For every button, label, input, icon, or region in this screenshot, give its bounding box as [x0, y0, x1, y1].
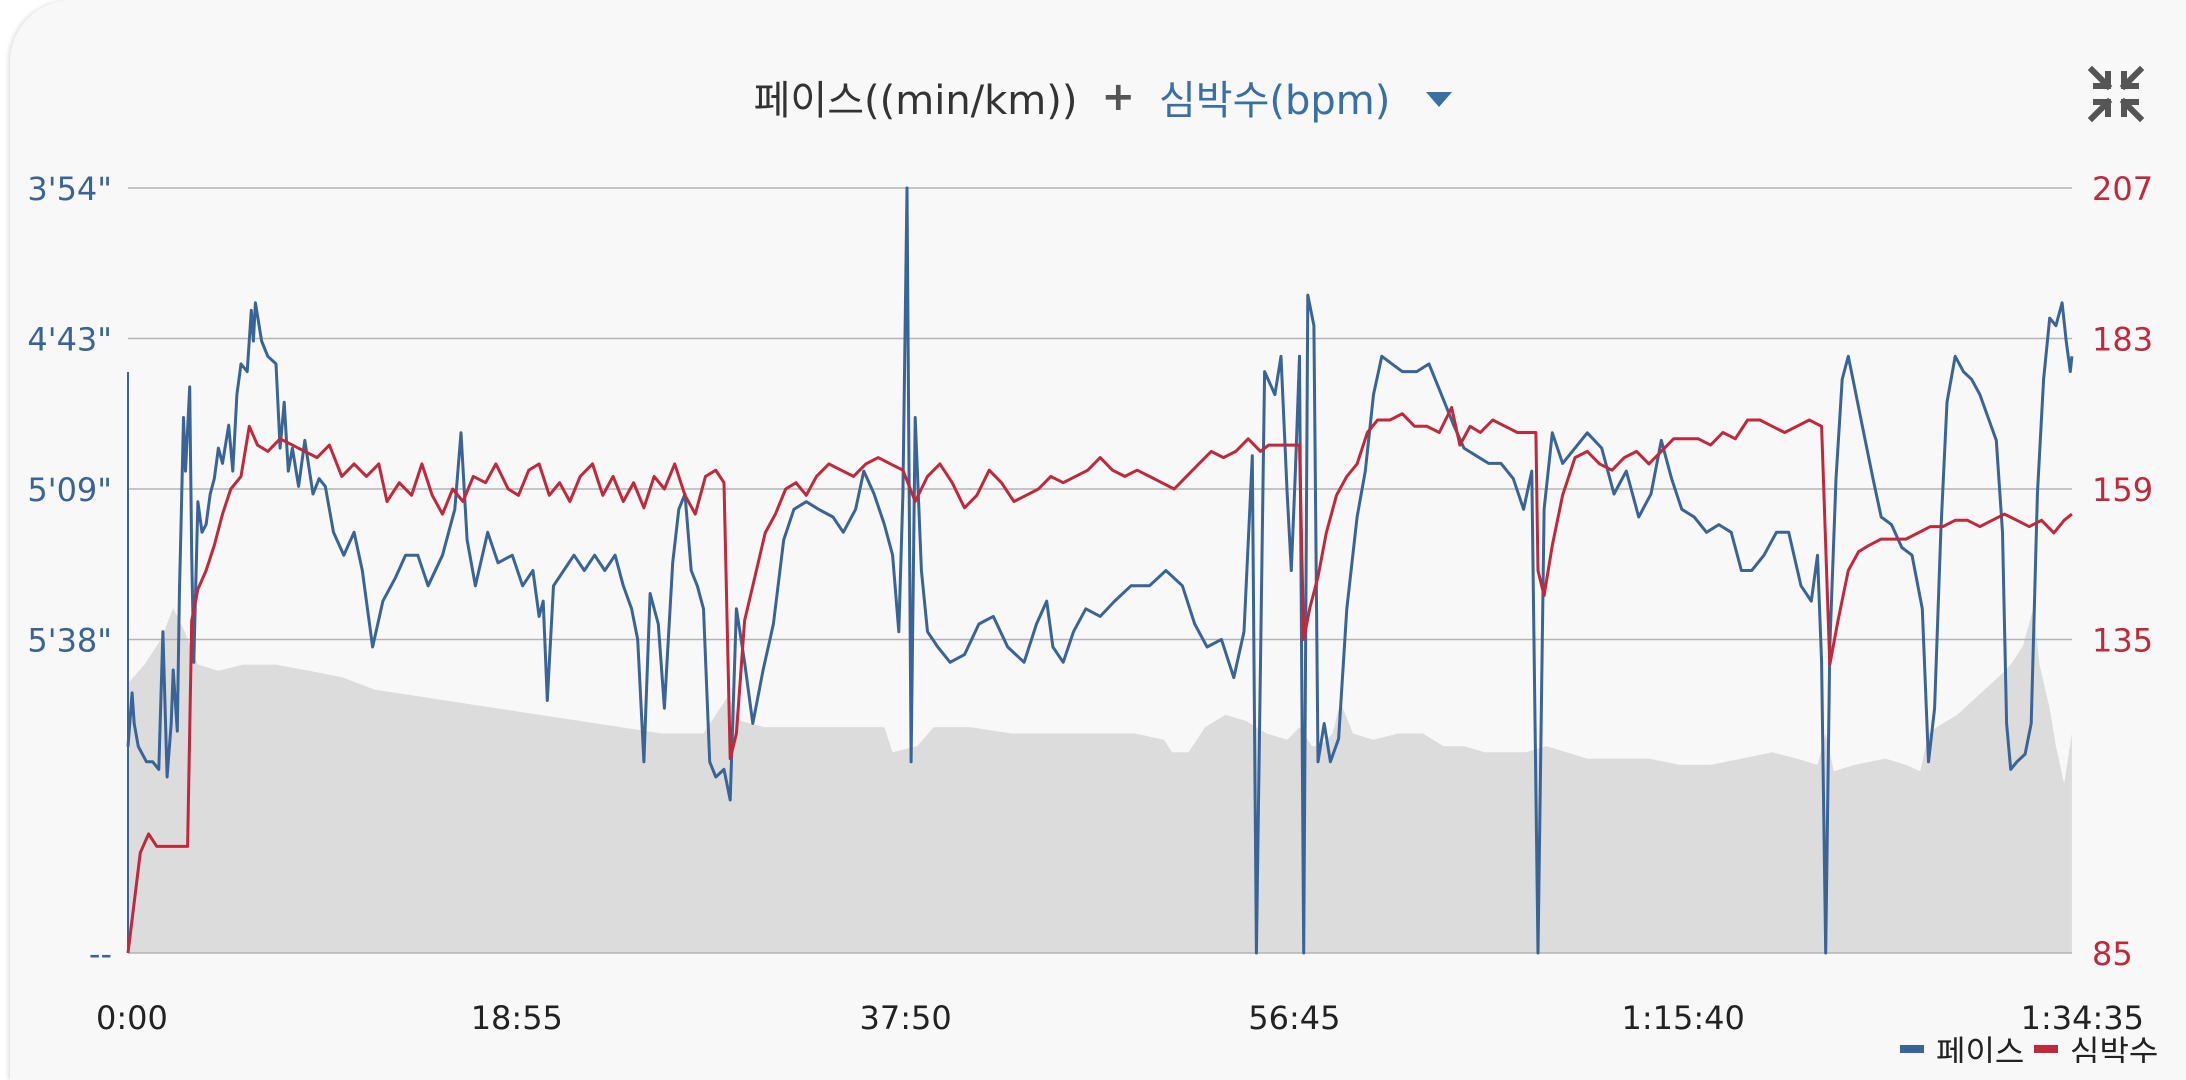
- x-tick-label-3: 56:45: [1248, 999, 1340, 1037]
- heart-rate-series-line: [126, 406, 2073, 954]
- primary-metric-label: 페이스((min/km)): [753, 78, 1078, 124]
- legend-label-0: 페이스: [1936, 1033, 2024, 1063]
- chart-header: 페이스((min/km)) + 심박수(bpm): [10, 62, 2186, 132]
- x-tick-label-5: 1:34:35: [2021, 999, 2144, 1037]
- right-tick-label-3: 135: [2092, 621, 2153, 659]
- right-tick-label-1: 183: [2092, 320, 2153, 358]
- left-tick-label-4: --: [89, 935, 112, 973]
- legend-swatch-1: [2034, 1045, 2058, 1053]
- legend-swatch-0: [1900, 1045, 1924, 1053]
- left-tick-label-2: 5'09": [27, 471, 112, 509]
- x-tick-label-4: 1:15:40: [1622, 999, 1745, 1037]
- left-tick-label-1: 4'43": [27, 320, 112, 358]
- right-tick-label-0: 207: [2092, 170, 2153, 208]
- triangle-down-icon[interactable]: [1426, 74, 1453, 120]
- collapse-arrows-icon[interactable]: [2086, 64, 2146, 124]
- x-tick-label-1: 18:55: [471, 999, 563, 1037]
- left-tick-label-3: 5'38": [27, 621, 112, 659]
- right-tick-label-2: 159: [2092, 471, 2153, 509]
- secondary-metric-selector[interactable]: 심박수(bpm): [1159, 78, 1391, 124]
- x-tick-label-0: 0:00: [96, 999, 168, 1037]
- x-tick-label-2: 37:50: [859, 999, 951, 1037]
- legend-label-1: 심박수: [2070, 1033, 2158, 1063]
- left-tick-label-0: 3'54": [27, 170, 112, 208]
- elevation-area: [128, 608, 2072, 953]
- right-tick-label-4: 85: [2092, 935, 2133, 973]
- pace-series-line: [126, 186, 2074, 955]
- plus-sign: +: [1101, 74, 1135, 120]
